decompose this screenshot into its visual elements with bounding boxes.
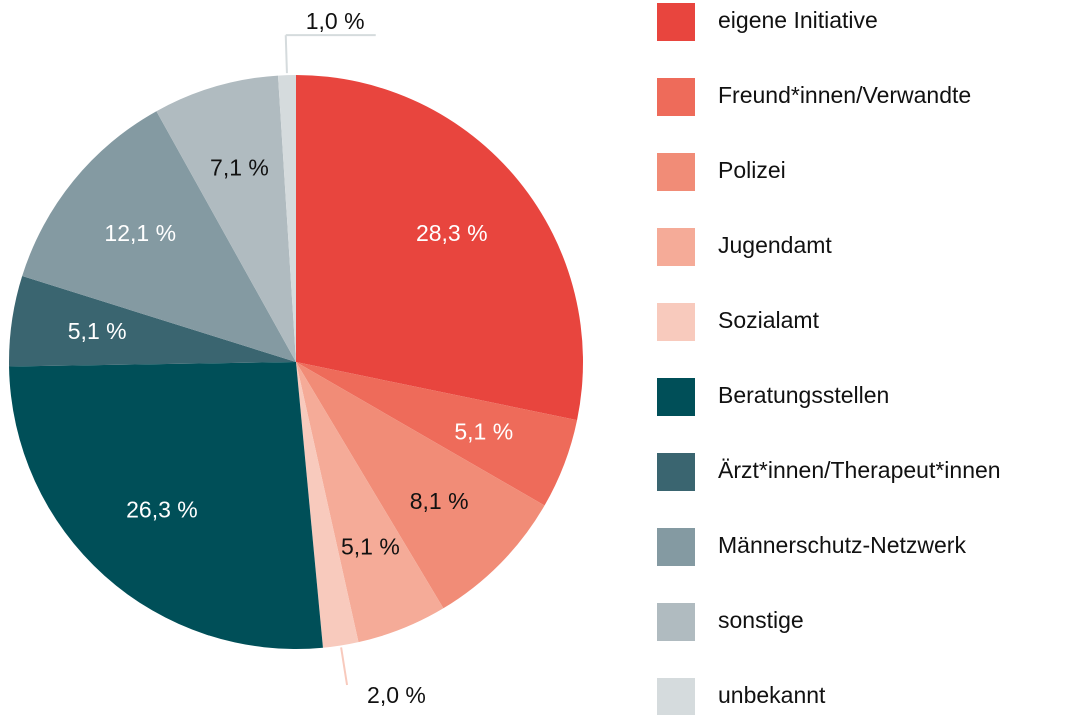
legend-swatch	[657, 303, 695, 341]
data-label: 5,1 %	[341, 534, 400, 560]
data-label: 26,3 %	[126, 497, 198, 523]
data-label: 28,3 %	[416, 220, 488, 246]
legend-swatch	[657, 528, 695, 566]
legend-swatch	[657, 228, 695, 266]
data-label: 5,1 %	[68, 318, 127, 344]
legend-swatch	[657, 378, 695, 416]
legend-swatch	[657, 678, 695, 715]
legend-label: Sozialamt	[718, 307, 820, 333]
legend-label: eigene Initiative	[718, 7, 878, 33]
leader-line	[284, 35, 288, 74]
pie-slice	[156, 75, 296, 362]
pie-slice	[296, 362, 578, 506]
pie-slice	[278, 75, 296, 362]
legend-swatch	[657, 153, 695, 191]
legend-label: Beratungsstellen	[718, 382, 889, 408]
data-label: 8,1 %	[410, 488, 469, 514]
data-label: 5,1 %	[454, 419, 513, 445]
data-label: 2,0 %	[367, 682, 426, 708]
data-label: 1,0 %	[306, 8, 365, 34]
legend-swatch	[657, 3, 695, 41]
legend-label: Jugendamt	[718, 232, 832, 258]
pie-slice	[296, 75, 584, 421]
legend-label: Männerschutz-Netzwerk	[718, 532, 966, 558]
data-label: 7,1 %	[210, 154, 269, 180]
data-label: 12,1 %	[104, 220, 176, 246]
pie-slice	[296, 362, 359, 648]
legend-label: Ärzt*innen/Therapeut*innen	[718, 457, 1001, 483]
legend-label: unbekannt	[718, 682, 826, 708]
pie-slice	[22, 111, 297, 362]
legend-swatch	[657, 78, 695, 116]
pie-slice	[8, 276, 296, 367]
legend-swatch	[657, 603, 695, 641]
leader-line	[340, 647, 349, 686]
legend-swatch	[657, 453, 695, 491]
legend-label: Freund*innen/Verwandte	[718, 82, 971, 108]
legend-label: Polizei	[718, 157, 786, 183]
pie-slice	[296, 362, 444, 643]
legend-label: sonstige	[718, 607, 804, 633]
pie-slice	[9, 362, 323, 650]
pie-slice	[296, 362, 545, 609]
